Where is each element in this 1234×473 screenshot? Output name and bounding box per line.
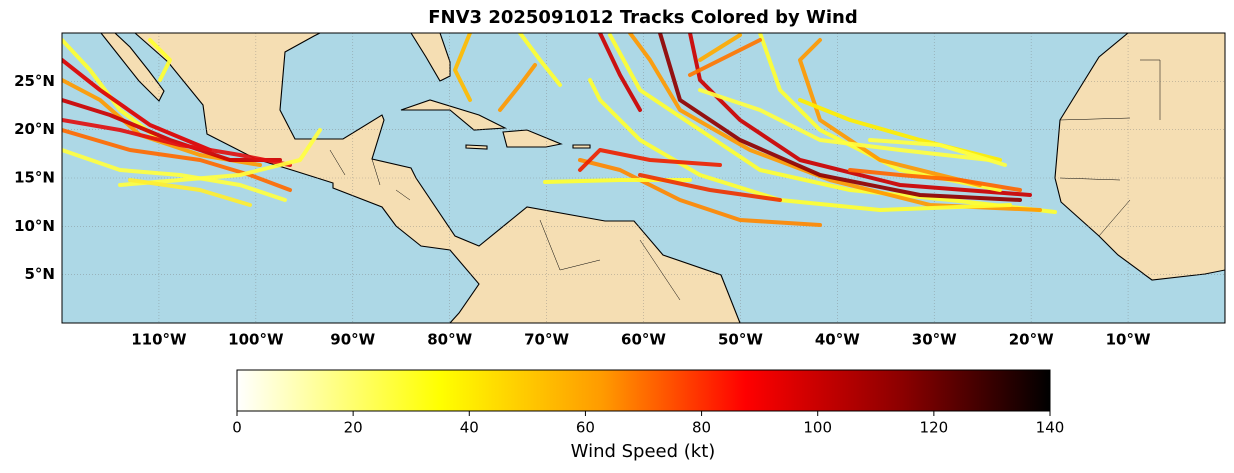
lon-tick-label: 40°W (815, 331, 860, 349)
lon-tick-label: 60°W (621, 331, 666, 349)
colorbar-tick-label: 0 (232, 419, 242, 437)
colorbar-tick-label: 60 (576, 419, 595, 437)
lon-tick-label: 90°W (330, 331, 375, 349)
colorbar-tick-label: 140 (1036, 419, 1065, 437)
colorbar-tick-label: 40 (460, 419, 479, 437)
lat-tick-label: 10°N (14, 217, 55, 235)
lon-tick-label: 80°W (427, 331, 472, 349)
colorbar-tick-label: 20 (344, 419, 363, 437)
lon-tick-label: 20°W (1009, 331, 1054, 349)
axis-labels: 110°W 100°W 90°W 80°W 70°W 60°W 50°W 40°W 30°W 20… (14, 72, 1151, 349)
colorbar-tick-label: 80 (692, 419, 711, 437)
lon-tick-label: 70°W (524, 331, 569, 349)
lat-tick-label: 5°N (25, 265, 56, 283)
lon-tick-label: 110°W (131, 331, 187, 349)
lon-tick-label: 100°W (228, 331, 284, 349)
colorbar-label: Wind Speed (kt) (571, 441, 716, 462)
tracks (62, 33, 1057, 227)
lon-tick-label: 10°W (1106, 331, 1151, 349)
lat-tick-label: 25°N (14, 72, 55, 90)
map-frame (61, 32, 1226, 324)
lat-tick-label: 15°N (14, 169, 55, 187)
lon-tick-label: 50°W (718, 331, 763, 349)
colorbar-tick-label: 100 (803, 419, 832, 437)
lon-tick-label: 30°W (912, 331, 957, 349)
colorbar-ticks: 0 20 40 60 80 100 120 140 (232, 411, 1064, 437)
lat-tick-label: 20°N (14, 120, 55, 138)
colorbar-tick-label: 120 (920, 419, 949, 437)
map-title: FNV3 2025091012 Tracks Colored by Wind (428, 7, 858, 28)
colorbar (236, 369, 1051, 412)
